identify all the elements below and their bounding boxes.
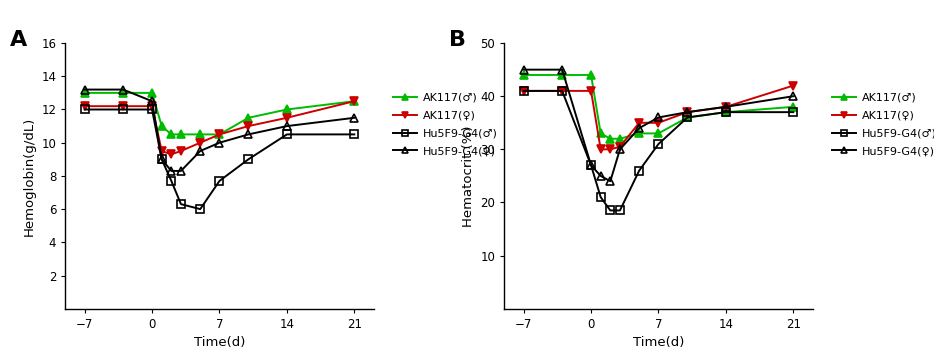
Legend: AK117(♂), AK117(♀), Hu5F9-G4(♂), Hu5F9-G4(♀): AK117(♂), AK117(♀), Hu5F9-G4(♂), Hu5F9-G… (828, 88, 934, 161)
Text: B: B (449, 30, 466, 50)
X-axis label: Time(d): Time(d) (632, 336, 685, 349)
Y-axis label: Hemoglobin(g/dL): Hemoglobin(g/dL) (22, 116, 35, 236)
Text: A: A (10, 30, 27, 50)
X-axis label: Time(d): Time(d) (193, 336, 246, 349)
Legend: AK117(♂), AK117(♀), Hu5F9-G4(♂), Hu5F9-G4(♀): AK117(♂), AK117(♀), Hu5F9-G4(♂), Hu5F9-G… (389, 88, 502, 161)
Y-axis label: Hematocrit (%): Hematocrit (%) (462, 125, 474, 227)
